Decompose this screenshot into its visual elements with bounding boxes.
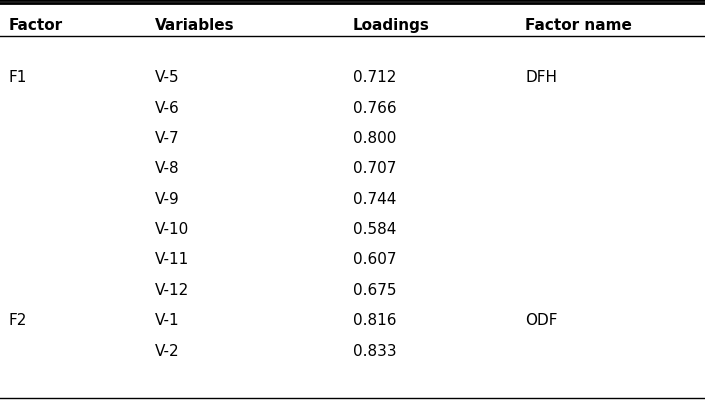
- Text: DFH: DFH: [525, 70, 557, 85]
- Text: V-9: V-9: [155, 191, 180, 206]
- Text: V-12: V-12: [155, 282, 190, 297]
- Text: Factor name: Factor name: [525, 18, 632, 33]
- Text: 0.707: 0.707: [352, 161, 396, 176]
- Text: V-6: V-6: [155, 101, 180, 115]
- Text: 0.584: 0.584: [352, 221, 396, 237]
- Text: Loadings: Loadings: [352, 18, 429, 33]
- Text: V-10: V-10: [155, 221, 190, 237]
- Text: 0.675: 0.675: [352, 282, 396, 297]
- Text: 0.800: 0.800: [352, 131, 396, 146]
- Text: 0.744: 0.744: [352, 191, 396, 206]
- Text: 0.607: 0.607: [352, 252, 396, 267]
- Text: V-5: V-5: [155, 70, 180, 85]
- Text: V-2: V-2: [155, 342, 180, 358]
- Text: V-11: V-11: [155, 252, 190, 267]
- Text: V-7: V-7: [155, 131, 180, 146]
- Text: ODF: ODF: [525, 312, 558, 327]
- Text: 0.833: 0.833: [352, 342, 396, 358]
- Text: F1: F1: [8, 70, 27, 85]
- Text: 0.712: 0.712: [352, 70, 396, 85]
- Text: 0.766: 0.766: [352, 101, 396, 115]
- Text: 0.816: 0.816: [352, 312, 396, 327]
- Text: Variables: Variables: [155, 18, 235, 33]
- Text: V-1: V-1: [155, 312, 180, 327]
- Text: V-8: V-8: [155, 161, 180, 176]
- Text: Factor: Factor: [8, 18, 63, 33]
- Text: F2: F2: [8, 312, 27, 327]
